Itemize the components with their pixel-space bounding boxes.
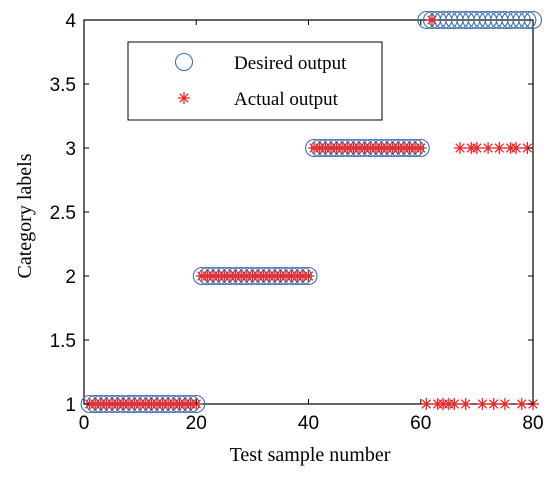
- legend: Desired output Actual output: [127, 41, 383, 121]
- legend-label-actual: Actual output: [234, 89, 339, 110]
- actual-output-point: [425, 14, 438, 26]
- actual-output-point: [515, 398, 528, 410]
- y-tick-label: 3.5: [50, 75, 76, 96]
- x-tick-label: 20: [186, 413, 207, 434]
- actual-output-point: [459, 398, 472, 410]
- actual-output-point: [510, 142, 523, 154]
- legend-actual-marker: [178, 92, 190, 104]
- actual-output-point: [476, 398, 489, 410]
- actual-output-point: [302, 270, 315, 282]
- actual-output-point: [482, 142, 495, 154]
- legend-box: [127, 41, 383, 121]
- y-tick-label: 1: [65, 395, 76, 416]
- x-axis-label: Test sample number: [230, 444, 391, 466]
- desired-output-point: [523, 10, 543, 30]
- x-tick-label: 0: [79, 413, 90, 434]
- x-tick-label: 40: [298, 413, 319, 434]
- y-axis-label: Category labels: [14, 153, 36, 278]
- actual-output-point: [448, 398, 461, 410]
- x-tick-label: 80: [522, 413, 543, 434]
- actual-output-point: [414, 142, 427, 154]
- y-tick-label: 2: [65, 267, 76, 288]
- actual-output-point: [493, 142, 506, 154]
- actual-output-point: [487, 398, 500, 410]
- legend-label-desired: Desired output: [234, 53, 347, 74]
- desired-output-point: [518, 10, 537, 30]
- y-tick-label: 4: [65, 11, 76, 32]
- actual-output-point: [498, 398, 511, 410]
- y-tick-label: 1.5: [50, 331, 76, 352]
- y-tick-label: 2.5: [50, 203, 76, 224]
- y-tick-label: 3: [65, 139, 76, 160]
- x-tick-label: 60: [410, 413, 431, 434]
- legend-desired-marker: [174, 52, 194, 72]
- actual-output-point: [420, 398, 433, 410]
- actual-output-point: [521, 142, 534, 154]
- actual-output-point: [470, 142, 483, 154]
- actual-output-point: [454, 142, 467, 154]
